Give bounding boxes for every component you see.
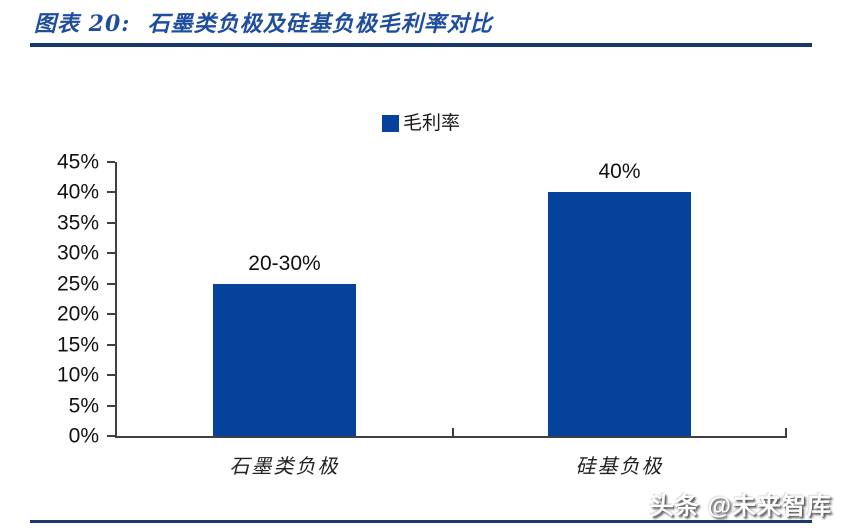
figure-title: 图表 20: 石墨类负极及硅基负极毛利率对比 xyxy=(34,11,493,37)
y-axis-tick xyxy=(107,191,115,194)
y-axis-tick xyxy=(107,374,115,377)
bar-石墨类负极 xyxy=(213,283,356,436)
legend-label: 毛利率 xyxy=(402,112,460,134)
title-divider xyxy=(30,43,812,47)
y-axis-tick xyxy=(107,404,115,407)
bar-硅基负极 xyxy=(548,192,691,436)
watermark: 头条 @未来智库 xyxy=(649,493,832,520)
y-axis-label: 10% xyxy=(56,363,99,387)
y-axis-tick xyxy=(107,221,115,224)
chart-legend: 毛利率 xyxy=(0,112,842,134)
bar-value-label: 20-30% xyxy=(248,251,321,275)
y-axis-label: 35% xyxy=(56,211,99,235)
y-axis-label: 30% xyxy=(56,241,99,265)
y-axis-tick xyxy=(107,435,115,437)
y-axis-label: 25% xyxy=(56,272,99,296)
legend-swatch xyxy=(381,115,399,132)
y-axis-label: 5% xyxy=(68,394,99,418)
y-axis-tick xyxy=(107,252,115,255)
bar-chart-plot-area: 0% 5% 10% 15% 20% 25% 30% 35% 40% 45% 20-30% 石墨类负极 4… xyxy=(57,152,787,478)
x-axis-tick xyxy=(452,428,454,436)
y-axis-label: 45% xyxy=(56,150,99,174)
bar-value-label: 40% xyxy=(598,160,641,184)
bottom-divider xyxy=(30,520,812,523)
x-category-label: 硅基负极 xyxy=(575,454,664,478)
y-axis-tick xyxy=(107,282,115,285)
x-axis-tick xyxy=(785,428,787,436)
y-axis-label: 0% xyxy=(68,424,99,448)
y-axis-label: 15% xyxy=(56,333,99,357)
y-axis-label: 40% xyxy=(56,180,99,204)
y-axis-tick xyxy=(107,313,115,316)
y-axis-label: 20% xyxy=(56,302,99,326)
x-category-label: 石墨类负极 xyxy=(229,454,340,478)
y-axis-tick xyxy=(107,161,115,163)
y-axis-tick xyxy=(107,343,115,346)
